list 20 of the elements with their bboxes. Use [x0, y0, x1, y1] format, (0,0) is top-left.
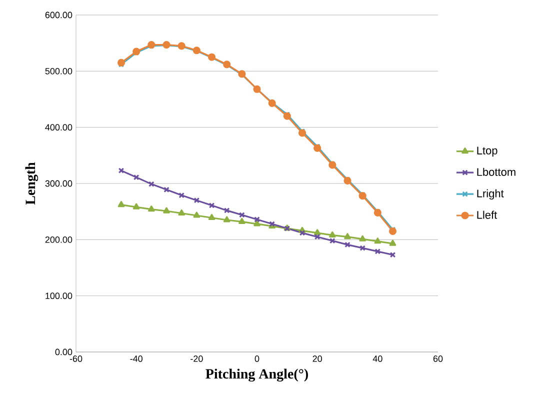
x-tick-label: -40: [130, 356, 142, 362]
x-tick-label: -20: [190, 356, 203, 362]
legend-label: Lbottom: [477, 168, 516, 176]
x-tick-label: 60: [433, 356, 443, 362]
legend-label: Ltop: [477, 146, 498, 157]
y-tick-label: 600.00: [45, 12, 72, 18]
legend-label: Lright: [477, 189, 504, 200]
y-tick-label: 500.00: [45, 68, 72, 74]
x-tick-label: -60: [70, 356, 82, 362]
x-axis-title: Pitching Angle(°): [206, 368, 308, 382]
y-axis-title: Length: [25, 162, 38, 205]
legend-label: Lleft: [477, 210, 498, 219]
y-tick-label: 200.00: [45, 236, 72, 243]
x-tick-label: 40: [372, 356, 382, 362]
x-tick-label: 0: [254, 356, 260, 362]
y-tick-label: 100.00: [46, 292, 72, 300]
y-tick-label: 300.00: [45, 180, 72, 187]
y-tick-label: 400.00: [45, 124, 72, 131]
x-tick-label: 20: [312, 356, 322, 362]
y-tick-label: 0.00: [55, 348, 72, 356]
